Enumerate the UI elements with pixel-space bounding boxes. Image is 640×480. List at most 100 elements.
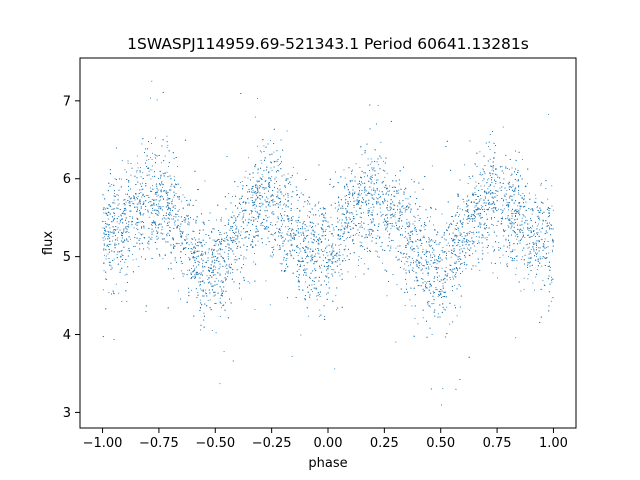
scatter-point [344, 225, 346, 227]
scatter-point [298, 269, 300, 270]
scatter-point [290, 250, 292, 252]
scatter-point [503, 172, 504, 174]
scatter-point [485, 197, 486, 199]
scatter-point [472, 231, 474, 233]
scatter-point [237, 237, 239, 239]
scatter-point [288, 228, 290, 230]
scatter-point [233, 253, 235, 255]
scatter-point [151, 236, 153, 238]
scatter-point [332, 247, 334, 249]
scatter-point [299, 248, 301, 250]
scatter-point [238, 233, 240, 235]
scatter-point [486, 237, 488, 238]
scatter-point [287, 173, 289, 175]
scatter-point [157, 205, 159, 207]
scatter-point [493, 164, 495, 166]
scatter-point [434, 229, 436, 231]
scatter-point [454, 235, 456, 237]
scatter-point [394, 213, 396, 215]
scatter-point [347, 271, 349, 273]
scatter-point [207, 252, 209, 254]
scatter-point [404, 207, 406, 209]
scatter-point [459, 257, 461, 259]
scatter-point [107, 253, 109, 255]
scatter-point [199, 299, 201, 301]
scatter-point [518, 193, 520, 195]
scatter-point [132, 197, 134, 199]
scatter-point [527, 278, 529, 280]
scatter-point [236, 235, 238, 237]
scatter-point [551, 300, 553, 302]
scatter-point [509, 197, 511, 199]
scatter-point [496, 174, 498, 176]
scatter-point [350, 201, 351, 203]
scatter-point [515, 210, 517, 211]
scatter-point [373, 193, 375, 195]
scatter-point [257, 98, 258, 100]
scatter-point [114, 178, 116, 180]
scatter-point [404, 305, 406, 306]
scatter-point [349, 181, 351, 183]
scatter-point [108, 292, 110, 294]
scatter-point [482, 246, 484, 248]
scatter-point [378, 197, 380, 198]
scatter-point [410, 247, 412, 249]
scatter-point [237, 186, 239, 188]
scatter-point [512, 186, 514, 188]
scatter-point [173, 215, 175, 217]
scatter-point [111, 184, 113, 185]
scatter-point [234, 238, 236, 240]
scatter-point [150, 187, 151, 189]
scatter-point [411, 258, 413, 259]
scatter-point [285, 226, 286, 228]
scatter-point [284, 185, 286, 186]
scatter-point [241, 181, 243, 182]
scatter-point [508, 168, 510, 170]
scatter-point [530, 249, 532, 251]
scatter-point [141, 182, 143, 184]
scatter-point [200, 254, 202, 255]
scatter-point [516, 180, 518, 182]
scatter-point [241, 298, 242, 300]
scatter-point [410, 211, 412, 213]
scatter-point [221, 241, 222, 242]
scatter-point [166, 171, 168, 173]
scatter-point [281, 226, 282, 227]
scatter-point [369, 235, 371, 237]
scatter-point [195, 272, 197, 274]
scatter-point [345, 245, 347, 247]
scatter-point [539, 256, 541, 258]
scatter-point [219, 274, 221, 276]
scatter-point [316, 299, 318, 301]
scatter-point [240, 204, 241, 205]
scatter-point [537, 232, 539, 234]
scatter-point [545, 247, 547, 249]
scatter-point [333, 227, 335, 229]
scatter-point [345, 226, 347, 228]
scatter-point [173, 245, 175, 247]
scatter-point [449, 323, 451, 325]
scatter-point [459, 255, 461, 257]
scatter-point [487, 252, 489, 254]
scatter-point [502, 212, 503, 214]
scatter-point [460, 285, 461, 287]
scatter-point [247, 177, 249, 179]
scatter-point [358, 186, 360, 188]
scatter-point [148, 216, 150, 218]
scatter-point [333, 250, 335, 252]
scatter-point [161, 238, 163, 240]
scatter-point [173, 196, 175, 198]
scatter-point [451, 216, 453, 217]
scatter-point [262, 224, 264, 226]
scatter-point [221, 307, 222, 309]
scatter-point [212, 284, 214, 286]
scatter-point [534, 194, 536, 196]
scatter-point [104, 238, 106, 240]
data-points [102, 80, 554, 406]
scatter-point [118, 203, 120, 205]
scatter-point [302, 223, 304, 225]
scatter-point [477, 202, 479, 204]
scatter-point [471, 218, 473, 219]
scatter-point [162, 258, 164, 260]
scatter-point [236, 226, 238, 228]
